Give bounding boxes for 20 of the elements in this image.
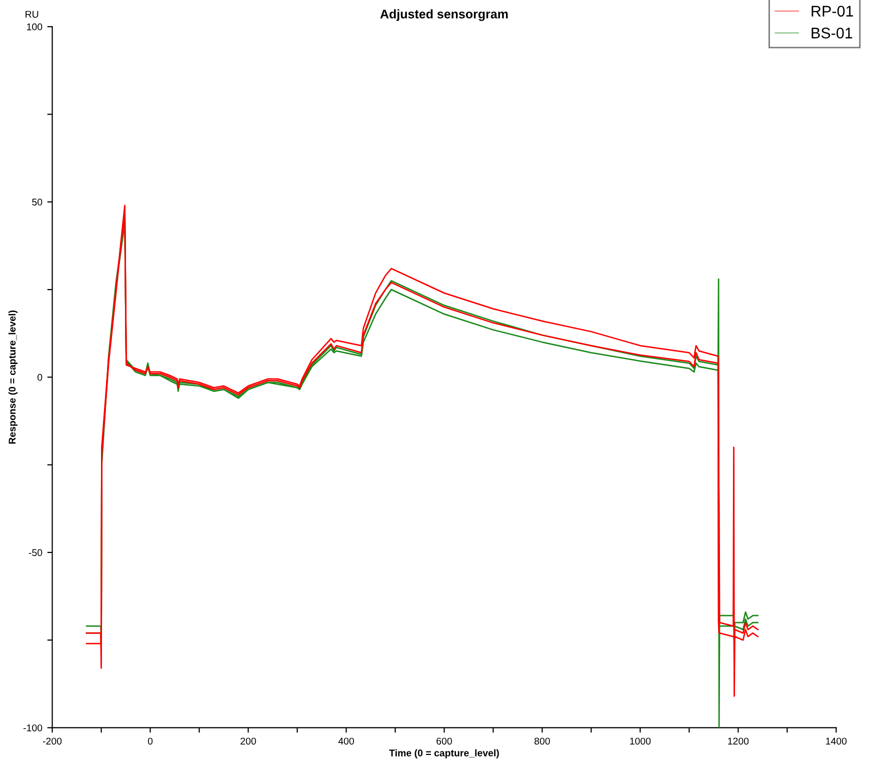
- x-tick-label: 800: [534, 738, 550, 745]
- text: RU: [26, 10, 38, 18]
- x-tick-label: 1400: [826, 738, 847, 745]
- x-tick-label: 400: [338, 738, 354, 745]
- x-tick-label: 1000: [630, 738, 651, 745]
- legend-label: BS-01: [812, 28, 852, 38]
- y-tick-label: -50: [28, 549, 42, 556]
- x-tick-label: 1200: [728, 738, 749, 745]
- x-tick-label: 0: [148, 738, 153, 745]
- y-tick-label: -100: [24, 724, 42, 732]
- legend-label: RP-01: [812, 6, 854, 17]
- y-tick-label: 50: [32, 198, 42, 206]
- y-tick-label: 100: [27, 23, 42, 30]
- y-axis-title: Response (0 = capture_level): [8, 310, 18, 444]
- chart-title: Adjusted sensorgram: [380, 9, 508, 21]
- x-axis-title: Time (0 = capture_level): [389, 749, 499, 758]
- x-tick-label: 600: [436, 738, 452, 745]
- x-tick-label: -200: [42, 738, 62, 745]
- y-tick-label: 0: [38, 374, 42, 381]
- x-tick-label: 200: [240, 738, 256, 745]
